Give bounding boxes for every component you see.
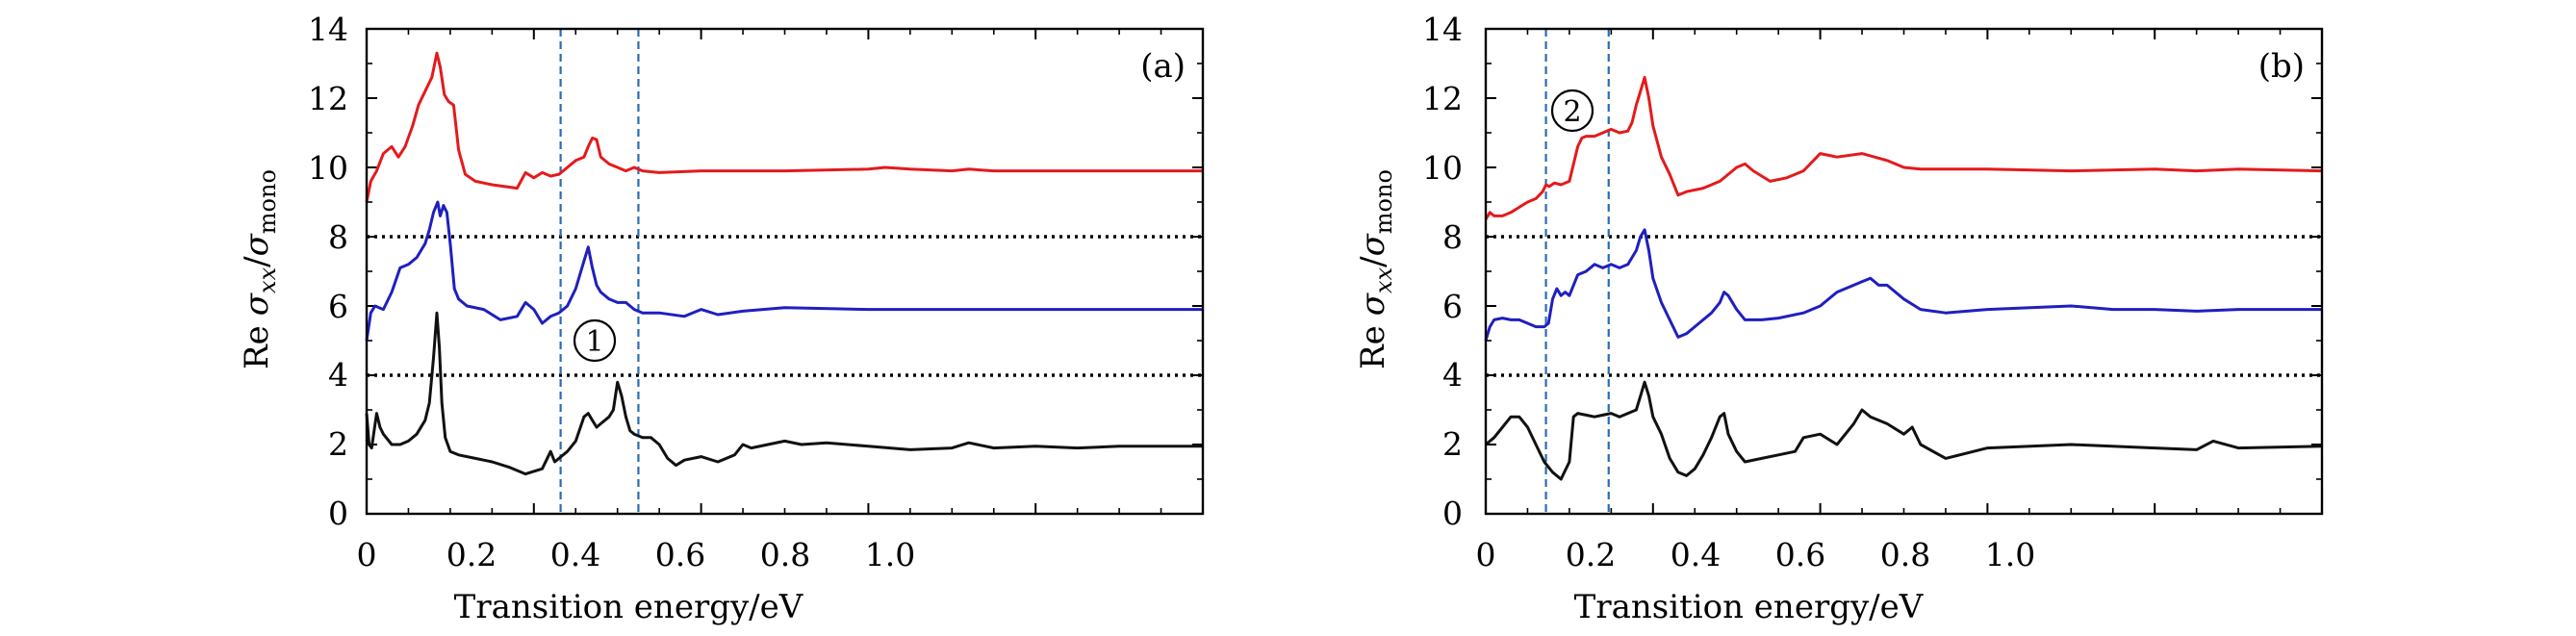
annotation-b: 2	[1550, 89, 1594, 133]
panel-a: Reσxx/σmono Transition energy/eV (a) 0 2…	[238, 11, 1205, 626]
series-red-line	[1484, 75, 2323, 220]
y-tick-labels-b: 0 2 4 6 8 10 12 14	[1422, 11, 1463, 532]
y-tick-label: 10	[308, 149, 348, 187]
y-tick-label: 4	[1442, 356, 1463, 394]
x-tick-label: 1.0	[865, 536, 915, 573]
x-tick-label: 0.6	[1775, 536, 1825, 573]
y-tick-label: 0	[1442, 495, 1463, 532]
y-tick-label: 14	[1422, 11, 1463, 48]
plot-frame	[1484, 27, 2324, 516]
x-tick-label: 0.4	[550, 536, 600, 573]
y-tick-labels-a: 0 2 4 6 8 10 12 14	[308, 11, 348, 532]
x-tick-label: 1.0	[1985, 536, 2035, 573]
x-tick-label: 0.8	[1880, 536, 1930, 573]
x-axis-title-b: Transition energy/eV	[1574, 588, 1925, 626]
y-tick-label: 8	[328, 218, 348, 256]
plot-area-a	[365, 27, 1205, 516]
series-black-line	[1485, 380, 2323, 481]
panel-label-b: (b)	[2258, 47, 2305, 86]
y-axis-title-b: Reσxx/σmono	[1354, 169, 1397, 369]
y-tick-label: 14	[308, 11, 348, 48]
series-black-line	[365, 311, 1203, 476]
x-tick-label: 0.8	[760, 536, 810, 573]
y-tick-label: 0	[328, 495, 348, 532]
series-red-line	[365, 51, 1203, 203]
y-tick-label: 12	[1422, 80, 1463, 117]
series-blue-line	[365, 200, 1203, 342]
x-tick-labels-a: 0 0.2 0.4 0.6 0.8 1.0	[357, 536, 916, 573]
x-tick-label: 0.4	[1671, 536, 1721, 573]
plot-frame	[365, 27, 1205, 516]
x-tick-label: 0.2	[1566, 536, 1616, 573]
x-tick-labels-b: 0 0.2 0.4 0.6 0.8 1.0	[1476, 536, 2036, 573]
x-tick-label: 0.6	[655, 536, 705, 573]
x-tick-label: 0	[357, 536, 377, 573]
annotation-circle	[573, 318, 617, 363]
panel-b: Reσxx/σmono Transition energy/eV (b) 0 2…	[1354, 11, 2324, 626]
annotation-text: 2	[1563, 95, 1581, 129]
y-tick-label: 10	[1422, 149, 1463, 187]
y-axis-title-a: Reσxx/σmono	[238, 169, 281, 369]
x-tick-label: 0.2	[446, 536, 497, 573]
y-tick-label: 2	[328, 425, 348, 463]
series-blue-line	[1484, 228, 2322, 342]
plot-area-b	[1484, 27, 2324, 516]
x-tick-label: 0	[1476, 536, 1496, 573]
y-tick-label: 8	[1442, 218, 1463, 256]
y-tick-label: 4	[328, 356, 348, 394]
y-tick-label: 2	[1442, 425, 1463, 463]
y-tick-label: 12	[308, 80, 348, 117]
annotation-text: 1	[585, 325, 603, 359]
annotation-a: 1	[573, 318, 617, 363]
annotation-circle	[1550, 89, 1594, 133]
x-axis-title-a: Transition energy/eV	[454, 588, 804, 626]
y-tick-label: 6	[328, 288, 348, 325]
panel-label-a: (a)	[1140, 47, 1186, 86]
y-tick-label: 6	[1442, 288, 1463, 325]
